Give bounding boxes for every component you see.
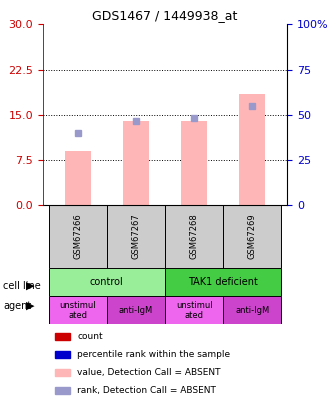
Text: unstimul
ated: unstimul ated [59,301,96,320]
Text: rank, Detection Call = ABSENT: rank, Detection Call = ABSENT [77,386,216,395]
Text: GSM67268: GSM67268 [189,213,199,259]
Text: value, Detection Call = ABSENT: value, Detection Call = ABSENT [77,368,220,377]
Bar [55,387,70,394]
Bar [239,94,265,205]
FancyBboxPatch shape [49,205,107,268]
FancyBboxPatch shape [223,205,281,268]
FancyBboxPatch shape [165,296,223,324]
FancyBboxPatch shape [165,268,281,296]
Title: GDS1467 / 1449938_at: GDS1467 / 1449938_at [92,9,238,22]
FancyBboxPatch shape [107,205,165,268]
Bar [55,369,70,376]
Text: anti-IgM: anti-IgM [119,306,153,315]
Text: GSM67269: GSM67269 [248,214,257,259]
FancyBboxPatch shape [165,205,223,268]
Bar [123,121,149,205]
Bar [55,333,70,340]
Text: count: count [77,332,103,341]
Text: percentile rank within the sample: percentile rank within the sample [77,350,230,359]
FancyBboxPatch shape [49,268,165,296]
Text: control: control [90,277,124,287]
Text: anti-IgM: anti-IgM [235,306,269,315]
Text: GSM67267: GSM67267 [131,213,141,259]
Text: ▶: ▶ [26,301,34,311]
FancyBboxPatch shape [223,296,281,324]
Text: agent: agent [3,301,32,311]
Text: GSM67266: GSM67266 [73,213,82,259]
Bar [181,121,207,205]
Text: unstimul
ated: unstimul ated [176,301,213,320]
Text: cell line: cell line [3,281,41,290]
FancyBboxPatch shape [107,296,165,324]
Bar [65,151,91,205]
Bar [55,351,70,358]
Text: TAK1 deficient: TAK1 deficient [188,277,258,287]
Text: ▶: ▶ [26,281,34,290]
FancyBboxPatch shape [49,296,107,324]
